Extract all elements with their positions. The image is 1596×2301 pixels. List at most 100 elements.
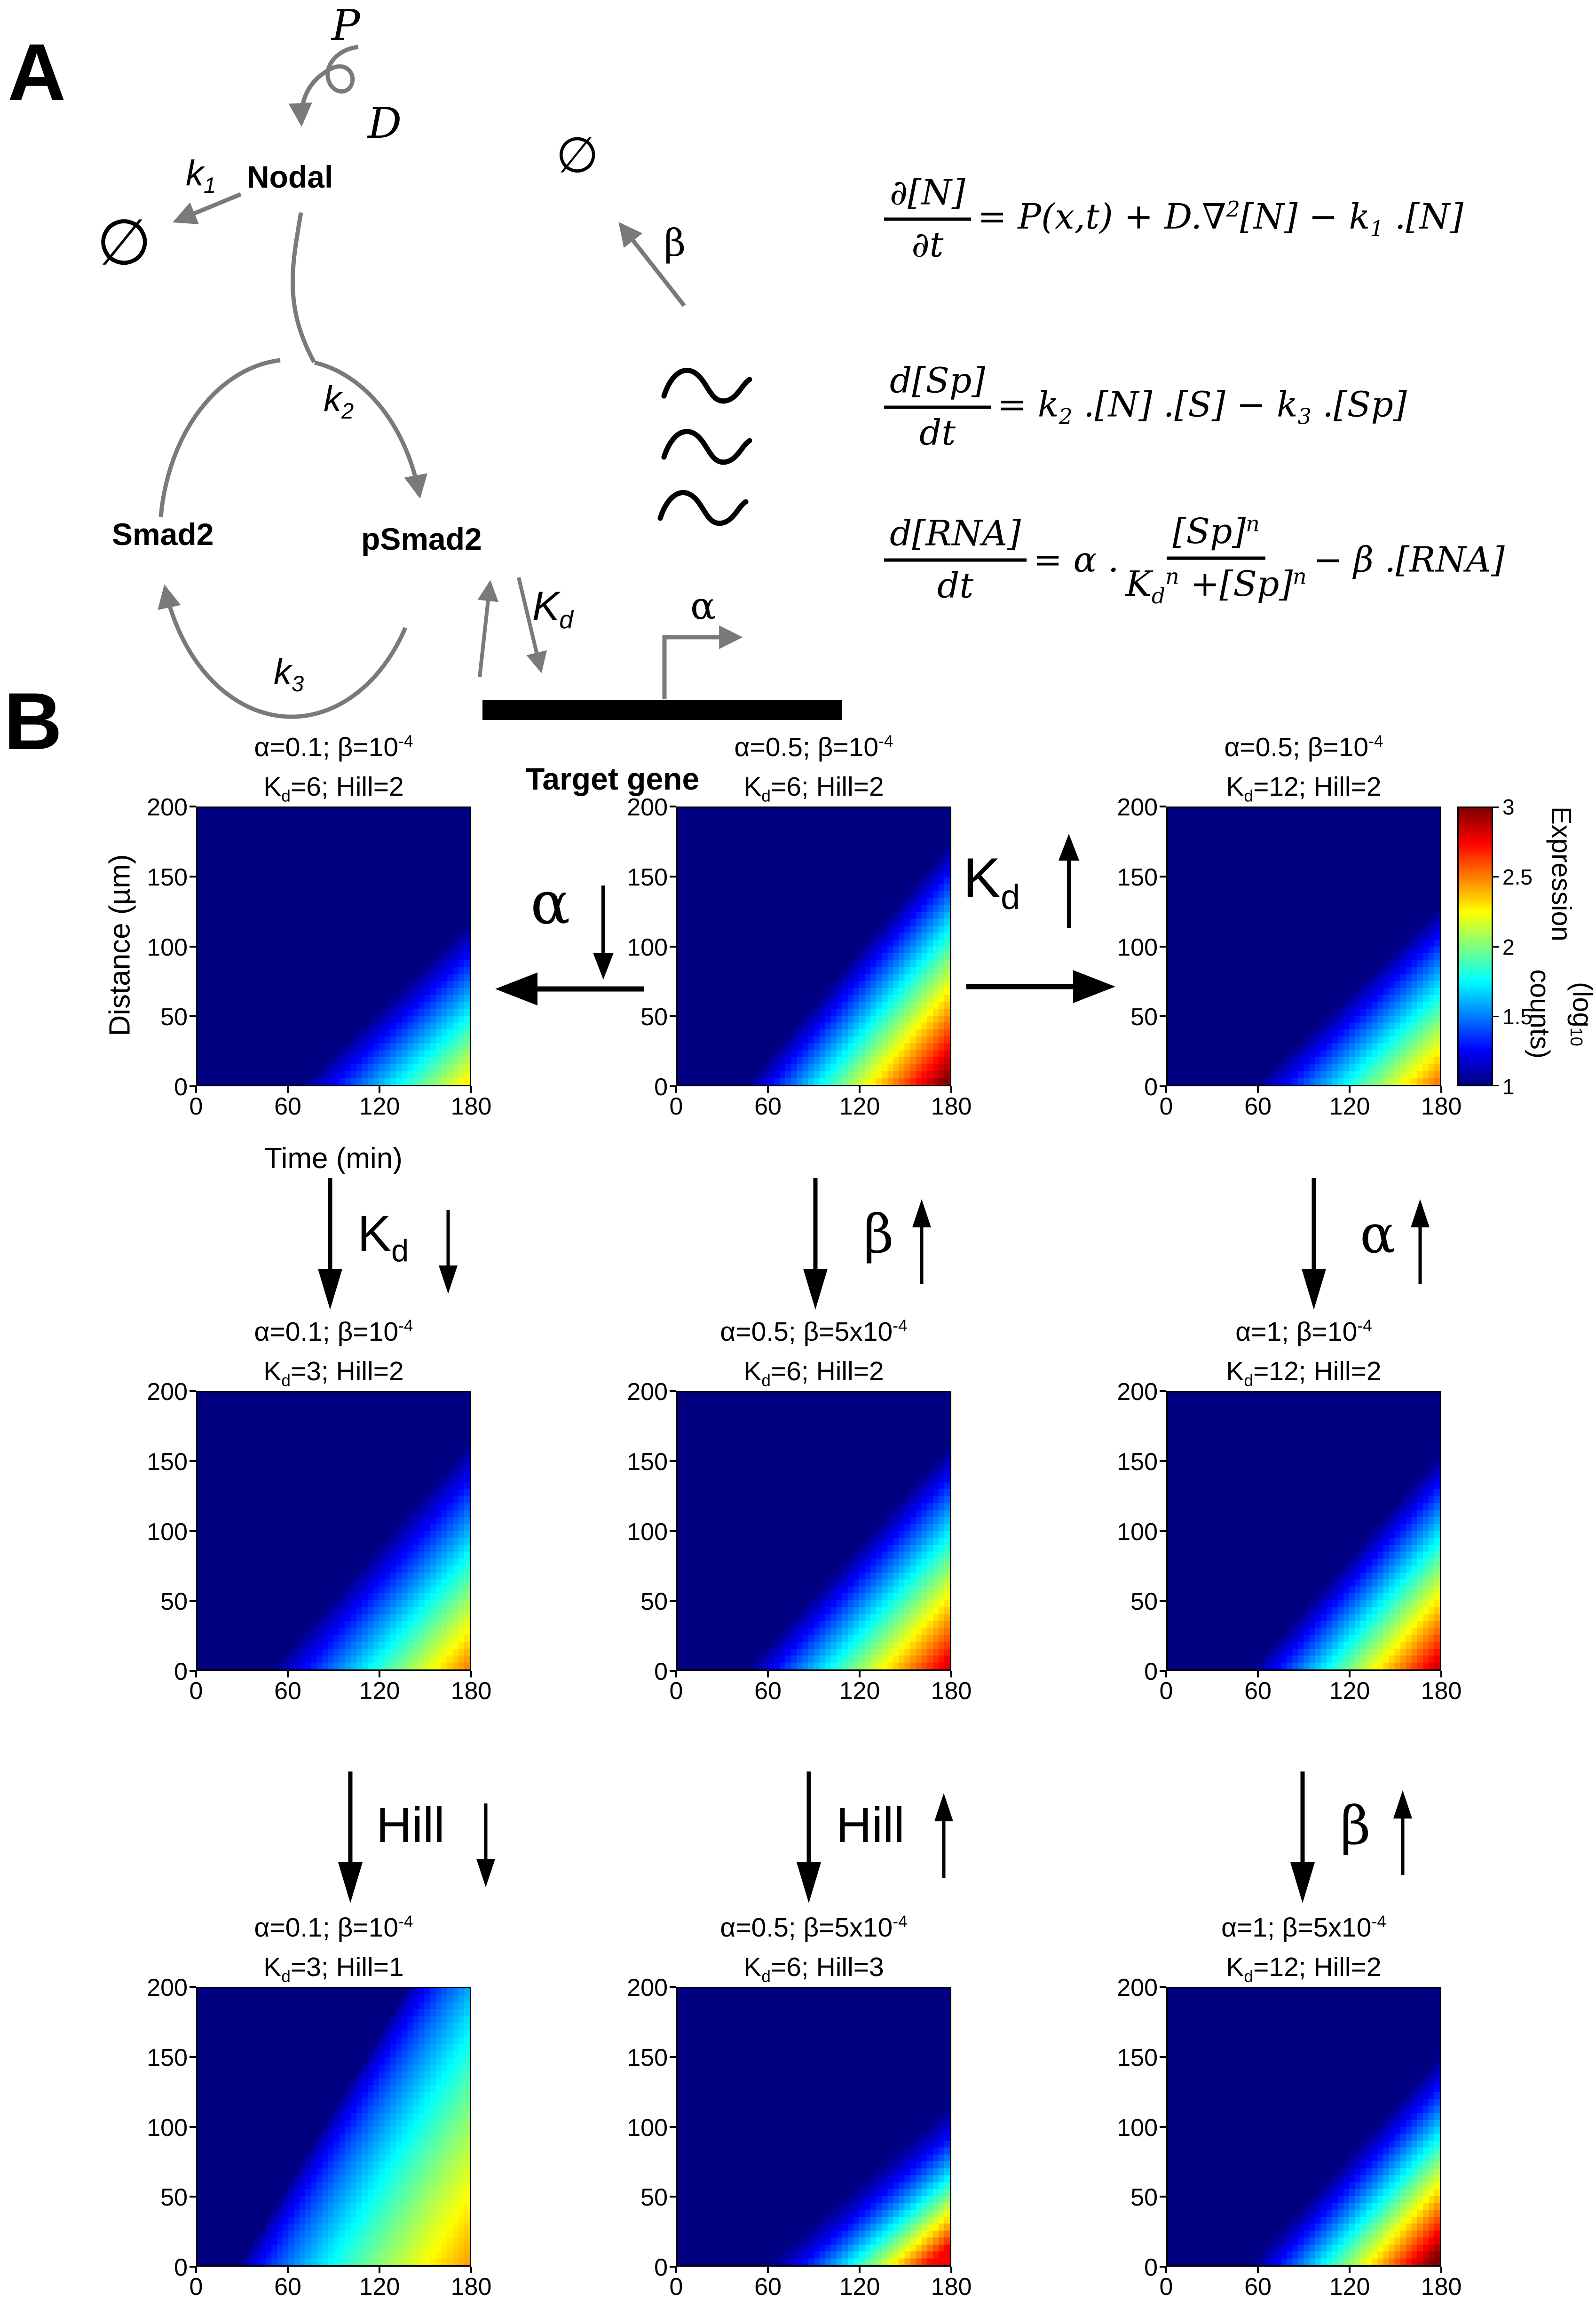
target-gene-label: Target gene bbox=[526, 761, 700, 796]
alpha-label: α bbox=[690, 584, 716, 628]
x-tick-mark bbox=[1257, 1671, 1259, 1677]
y-tick-mark bbox=[670, 2126, 676, 2128]
y-tick-label: 100 bbox=[1117, 933, 1158, 961]
x-tick-mark bbox=[287, 1086, 289, 1093]
x-tick-mark bbox=[859, 1671, 861, 1677]
heatmap-panel-r2c3: α=1; β=10-4 Kd=12; Hill=2 0 60 120 180 0 50 100… bbox=[1117, 1317, 1462, 1705]
x-tick-label: 60 bbox=[1244, 1677, 1272, 1705]
heatmap-panel-r3c2: α=0.5; β=5x10-4 Kd=6; Hill=3 0 60 120 180 0 50… bbox=[627, 1913, 972, 2301]
heatmap-panel-r2c2: α=0.5; β=5x10-4 Kd=6; Hill=2 0 60 120 180 0 50… bbox=[627, 1317, 972, 1705]
x-tick-label: 60 bbox=[274, 1677, 301, 1705]
heatmap-canvas bbox=[196, 807, 471, 1086]
x-tick-mark bbox=[1165, 1086, 1167, 1093]
y-tick-mark bbox=[1160, 2056, 1166, 2058]
x-tick-label: 0 bbox=[1159, 1677, 1173, 1705]
cycle-arc-k3 bbox=[158, 584, 408, 719]
heatmap-canvas bbox=[676, 1987, 951, 2267]
y-tick-label: 200 bbox=[627, 1974, 668, 2001]
k1-label: k1 bbox=[186, 153, 216, 198]
y-tick-mark bbox=[670, 945, 676, 948]
y-tick-label: 100 bbox=[627, 933, 668, 961]
beta-up-small-arrow-icon-2 bbox=[1393, 1790, 1412, 1875]
heatmap-canvas bbox=[1166, 807, 1441, 1086]
kd-binding-arrow-up bbox=[477, 580, 499, 678]
x-axis-label: Time (min) bbox=[264, 1142, 403, 1175]
y-tick-label: 100 bbox=[147, 933, 188, 961]
x-tick-mark bbox=[195, 1671, 197, 1677]
arrow-down-r2c3 bbox=[1290, 1771, 1315, 1903]
x-tick-label: 60 bbox=[1244, 1093, 1272, 1120]
kd-up-label: Kd bbox=[963, 846, 1020, 917]
x-tick-mark bbox=[1440, 2267, 1442, 2273]
y-tick-label: 200 bbox=[147, 794, 188, 821]
production-label: P bbox=[332, 1, 360, 50]
x-tick-mark bbox=[1165, 2267, 1167, 2273]
x-tick-label: 60 bbox=[754, 1093, 782, 1120]
nodal-to-cycle-line bbox=[290, 212, 316, 364]
kd-down-small-arrow-icon bbox=[439, 1210, 458, 1294]
alpha-up-label: α bbox=[1360, 1204, 1396, 1265]
colorbar-tick-label: 1 bbox=[1502, 1075, 1515, 1099]
x-tick-mark bbox=[950, 1671, 952, 1677]
colorbar: 3 2.5 2 1.5 1 bbox=[1457, 795, 1533, 1099]
colorbar-tick-mark bbox=[1493, 946, 1499, 948]
colorbar-tick-mark bbox=[1493, 807, 1499, 808]
heatmap-title: α=0.5; β=10-4 Kd=12; Hill=2 bbox=[1224, 732, 1383, 806]
y-tick-label: 0 bbox=[174, 2254, 188, 2281]
x-tick-label: 180 bbox=[1421, 2273, 1462, 2301]
x-tick-mark bbox=[767, 2267, 769, 2273]
mrna-squiggles bbox=[657, 368, 752, 526]
x-tick-label: 120 bbox=[1329, 1093, 1370, 1120]
y-tick-mark bbox=[1160, 1530, 1166, 1532]
y-tick-label: 100 bbox=[627, 1518, 668, 1546]
y-tick-mark bbox=[670, 1986, 676, 1988]
y-tick-label: 0 bbox=[654, 1658, 668, 1685]
y-tick-label: 100 bbox=[147, 1518, 188, 1546]
x-tick-label: 120 bbox=[839, 1677, 880, 1705]
x-tick-mark bbox=[470, 1086, 472, 1093]
y-tick-label: 0 bbox=[654, 2254, 668, 2281]
nodal-label: Nodal bbox=[247, 159, 333, 194]
y-tick-label: 150 bbox=[147, 1448, 188, 1476]
colorbar-tick-label: 3 bbox=[1502, 795, 1515, 819]
panel-a-label: A bbox=[8, 27, 66, 118]
pathway-diagram-graphics bbox=[158, 45, 842, 720]
y-tick-mark bbox=[190, 1986, 196, 1988]
y-tick-label: 50 bbox=[160, 2184, 188, 2212]
x-tick-mark bbox=[379, 1086, 380, 1093]
x-tick-mark bbox=[195, 2267, 197, 2273]
y-tick-mark bbox=[190, 1670, 196, 1672]
y-tick-mark bbox=[670, 1530, 676, 1532]
x-tick-label: 60 bbox=[274, 1093, 301, 1120]
y-tick-mark bbox=[1160, 1600, 1166, 1602]
x-tick-label: 0 bbox=[1159, 1093, 1173, 1120]
y-tick-label: 50 bbox=[160, 1004, 188, 1031]
y-tick-mark bbox=[190, 875, 196, 878]
x-tick-mark bbox=[675, 2267, 677, 2273]
y-tick-label: 100 bbox=[627, 2114, 668, 2142]
x-tick-mark bbox=[287, 2267, 289, 2273]
target-gene-bar bbox=[482, 700, 842, 720]
colorbar-label: Expression (log10 counts) bbox=[1525, 807, 1596, 1059]
y-tick-mark bbox=[1160, 2196, 1166, 2198]
heatmap-title: α=1; β=10-4 Kd=12; Hill=2 bbox=[1226, 1317, 1382, 1390]
x-tick-label: 180 bbox=[1421, 1093, 1462, 1120]
arrow-down-r1c1 bbox=[318, 1178, 342, 1310]
y-tick-mark bbox=[1160, 1085, 1166, 1087]
x-tick-label: 120 bbox=[1329, 2273, 1370, 2301]
arrow-down-r2c1 bbox=[338, 1771, 363, 1903]
y-tick-label: 50 bbox=[160, 1588, 188, 1616]
k2-label: k2 bbox=[324, 379, 354, 424]
y-tick-mark bbox=[1160, 806, 1166, 807]
x-tick-mark bbox=[950, 2267, 952, 2273]
x-tick-label: 60 bbox=[754, 1677, 782, 1705]
y-tick-label: 150 bbox=[627, 1448, 668, 1476]
arrow-to-right-panel bbox=[966, 970, 1115, 1003]
y-tick-label: 150 bbox=[627, 863, 668, 891]
kd-down-label: Kd bbox=[357, 1205, 409, 1269]
y-tick-label: 200 bbox=[1117, 1378, 1158, 1406]
production-squiggle-arrow bbox=[288, 45, 359, 127]
x-tick-label: 0 bbox=[189, 1093, 203, 1120]
y-tick-mark bbox=[670, 1670, 676, 1672]
